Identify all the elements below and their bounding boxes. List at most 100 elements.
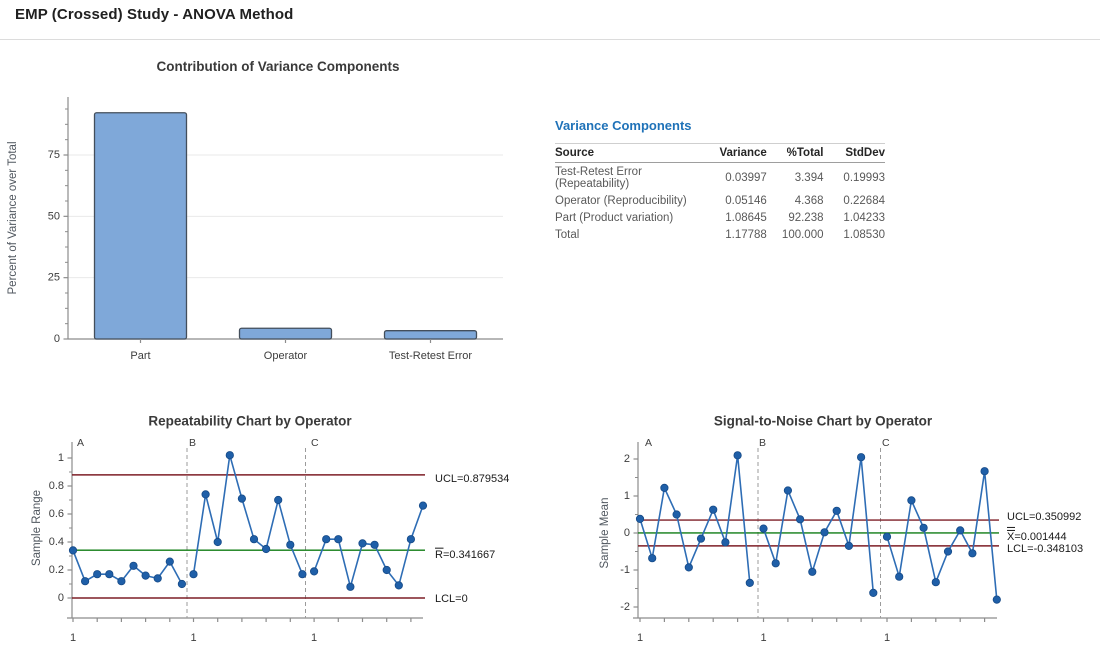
center-label: R=0.341667: [435, 549, 495, 561]
lcl-label: LCL=-0.348103: [1007, 543, 1083, 555]
data-point: [684, 563, 693, 572]
variance-components-heading: Variance Components: [555, 118, 692, 133]
x-section-label: 1: [311, 632, 317, 644]
variance-components-section: Variance Components Source Variance %Tot…: [555, 118, 885, 243]
header-divider: [0, 39, 1100, 40]
table-header-row: Source Variance %Total StdDev: [555, 143, 885, 163]
x-category-label: Operator: [264, 350, 308, 362]
cell-value: 1.04233: [843, 211, 885, 224]
y-tick-label: 0.6: [49, 508, 64, 520]
data-point: [992, 595, 1001, 604]
ucl-label: UCL=0.879534: [435, 473, 509, 485]
x-category-label: Part: [130, 350, 150, 362]
cell-value: 0.05146: [725, 194, 767, 207]
data-point: [968, 549, 977, 558]
ucl-label: UCL=0.350992: [1007, 511, 1081, 523]
data-point: [382, 565, 391, 575]
col-header-stddev: StdDev: [823, 143, 885, 163]
y-tick-label: 50: [48, 210, 60, 222]
x-section-label: 1: [190, 632, 196, 644]
y-tick-label: -2: [620, 601, 630, 613]
data-point: [322, 535, 331, 544]
series-line-A: [72, 550, 183, 585]
cell-value: 3.394: [794, 171, 824, 184]
data-point: [745, 578, 754, 587]
col-header-pct-total: %Total: [766, 143, 824, 163]
data-point: [225, 451, 234, 460]
data-point: [129, 561, 138, 570]
operator-label: B: [189, 437, 196, 449]
cell-source: Test-Retest Error (Repeatability): [555, 165, 642, 190]
data-point: [832, 506, 841, 515]
data-point: [943, 547, 953, 556]
bar-chart-title: Contribution of Variance Components: [156, 59, 399, 74]
data-point: [895, 572, 904, 581]
data-point: [771, 559, 780, 568]
cell-source: Part (Product variation): [555, 211, 674, 224]
data-point: [907, 496, 916, 505]
data-point: [635, 514, 645, 524]
data-point: [237, 494, 246, 503]
y-tick-label: 0: [58, 592, 64, 604]
x-section-label: 1: [70, 632, 76, 644]
bar-chart-y-axis-label: Percent of Variance over Total: [7, 142, 19, 295]
data-point: [105, 570, 114, 579]
chart-title: Repeatability Chart by Operator: [148, 414, 352, 429]
data-point: [274, 495, 283, 505]
series-line-B: [192, 454, 304, 575]
operator-label: B: [759, 437, 766, 449]
data-point: [370, 540, 379, 549]
data-point: [189, 570, 198, 579]
data-point: [696, 534, 706, 543]
data-point: [956, 526, 965, 535]
series-line-B: [762, 457, 875, 593]
series-line-C: [313, 505, 424, 590]
operator-label: A: [77, 437, 84, 449]
col-header-source: Source: [555, 143, 701, 163]
cell-value: 100.000: [781, 228, 824, 241]
data-point: [141, 571, 150, 580]
y-tick-label: 0.4: [49, 536, 64, 548]
y-tick-label: 25: [48, 272, 60, 284]
y-tick-label: 0: [624, 527, 630, 539]
data-point: [261, 544, 271, 554]
cell-value: 0.22684: [843, 194, 885, 207]
data-point: [286, 540, 295, 549]
chart-title: Signal-to-Noise Chart by Operator: [714, 414, 933, 429]
data-point: [201, 490, 210, 499]
data-point: [358, 539, 367, 548]
repeatability-control-chart: Repeatability Chart by Operator Sample Ra…: [31, 414, 509, 645]
series-line-A: [639, 455, 751, 583]
table-row: Test-Retest Error (Repeatability) 0.03997…: [555, 163, 885, 193]
cell-value: 0.19993: [843, 171, 885, 184]
variance-components-table: Source Variance %Total StdDev Test-Retes…: [555, 143, 885, 243]
data-point: [808, 567, 817, 576]
cell-value: 1.08530: [843, 228, 885, 241]
y-tick-label: 75: [48, 149, 60, 161]
data-point: [153, 574, 162, 583]
y-tick-label: 0.8: [49, 480, 64, 492]
data-point: [844, 541, 853, 550]
data-point: [346, 582, 355, 591]
data-point: [165, 557, 174, 566]
data-point: [213, 537, 222, 547]
cell-value: 1.17788: [725, 228, 767, 241]
data-point: [919, 523, 928, 532]
data-point: [249, 535, 259, 544]
bar-test-retest-error: [383, 330, 478, 340]
x-section-label: 1: [884, 632, 890, 644]
data-point: [721, 538, 730, 547]
y-tick-label: 1: [624, 490, 630, 502]
data-point: [298, 570, 307, 579]
data-point: [759, 524, 768, 533]
data-point: [672, 510, 681, 519]
cell-source: Total: [555, 228, 580, 241]
operator-label: C: [311, 437, 319, 449]
data-point: [733, 451, 742, 460]
y-tick-label: -1: [620, 564, 630, 576]
series-line-C: [886, 471, 998, 600]
signal-to-noise-control-chart: Signal-to-Noise Chart by Operator Sample …: [599, 414, 1083, 645]
y-tick-label: 0: [54, 333, 60, 345]
data-point: [93, 570, 102, 579]
